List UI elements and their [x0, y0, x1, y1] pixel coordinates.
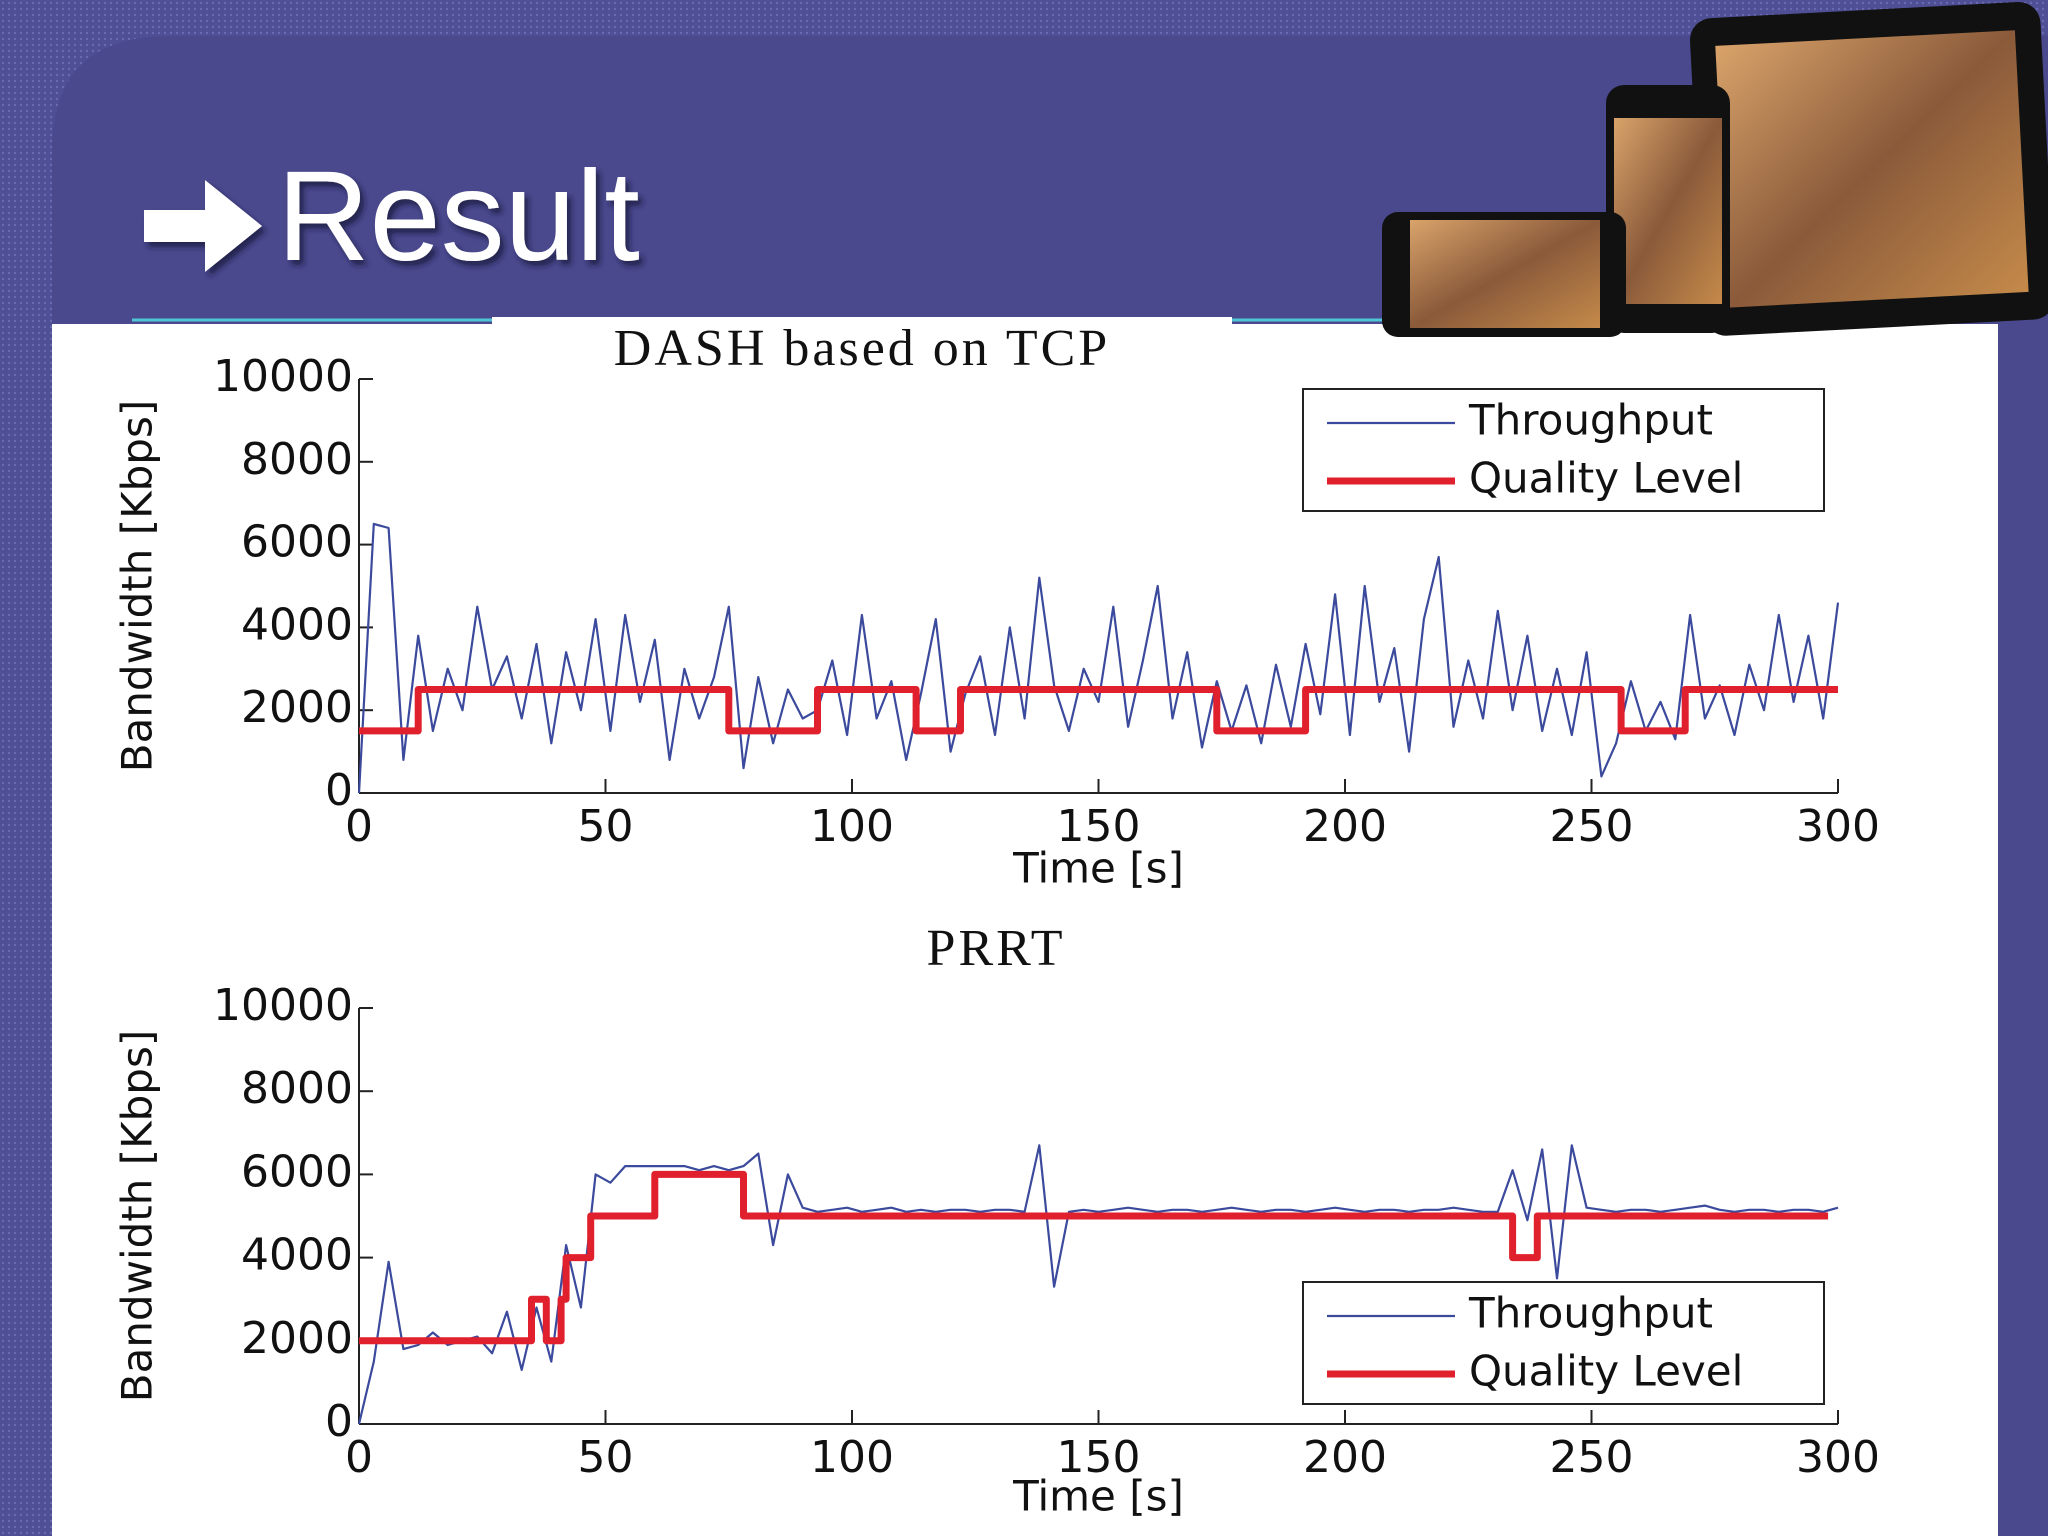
x-tick-label: 200 — [1303, 801, 1387, 852]
y-tick-label: 8000 — [241, 1063, 353, 1114]
x-tick-label: 250 — [1550, 1432, 1634, 1483]
title-backdrop — [492, 317, 1232, 389]
x-tick-label: 150 — [1057, 1432, 1141, 1483]
tablet-screen — [1715, 30, 2029, 308]
chart-title: PRRT — [927, 920, 1066, 977]
y-tick-label: 0 — [325, 765, 353, 816]
y-tick-label: 2000 — [241, 1313, 353, 1364]
y-tick-label: 6000 — [241, 517, 353, 568]
phone-screen — [1614, 118, 1722, 304]
data-line — [357, 1144, 1839, 1425]
x-tick-label: 0 — [345, 1432, 373, 1483]
legend-box — [1302, 388, 1825, 512]
data-line — [359, 1170, 1829, 1345]
legend: Throughput Quality Level — [1302, 1281, 1825, 1405]
phone-landscape-screen — [1410, 220, 1600, 328]
y-tick-label: 10000 — [213, 351, 353, 402]
x-tick-label: 50 — [578, 801, 634, 852]
arrow-icon — [144, 180, 262, 272]
x-tick-label: 150 — [1057, 801, 1141, 852]
chart-title: DASH based on TCP — [614, 320, 1110, 377]
title-arrow — [144, 180, 262, 272]
x-tick-label: 300 — [1796, 801, 1880, 852]
x-tick-label: 300 — [1796, 1432, 1880, 1483]
legend-label: Quality Level — [1469, 1347, 1743, 1396]
y-tick-label: 4000 — [241, 1230, 353, 1281]
y-tick-label: 0 — [325, 1396, 353, 1447]
y-tick-label: 8000 — [241, 434, 353, 485]
x-axis-title: Time [s] — [1012, 1472, 1184, 1521]
y-tick-label: 6000 — [241, 1146, 353, 1197]
title-backdrop — [626, 917, 1366, 989]
legend-box — [1302, 1281, 1825, 1405]
legend-label: Throughput — [1468, 1289, 1713, 1338]
data-line — [357, 522, 1840, 794]
x-tick-label: 250 — [1550, 801, 1634, 852]
y-tick-label: 2000 — [241, 682, 353, 733]
x-tick-label: 100 — [810, 801, 894, 852]
y-tick-label: 10000 — [213, 980, 353, 1031]
x-tick-label: 0 — [345, 801, 373, 852]
device-images — [1382, 2, 2048, 337]
x-tick-label: 200 — [1303, 1432, 1387, 1483]
chart: DASH based on TCP Time [s] Bandwidth [Kbps… — [113, 317, 1880, 893]
y-axis-title: Bandwidth [Kbps] — [113, 400, 162, 772]
legend-label: Throughput — [1468, 396, 1713, 445]
legend-label: Quality Level — [1469, 454, 1743, 503]
x-axis-title: Time [s] — [1012, 844, 1184, 893]
y-axis-title: Bandwidth [Kbps] — [113, 1030, 162, 1402]
data-line — [359, 686, 1838, 735]
x-tick-label: 50 — [578, 1432, 634, 1483]
y-tick-label: 4000 — [241, 599, 353, 650]
x-tick-label: 100 — [810, 1432, 894, 1483]
legend: Throughput Quality Level — [1302, 388, 1825, 512]
slide-title: Result — [277, 145, 640, 288]
